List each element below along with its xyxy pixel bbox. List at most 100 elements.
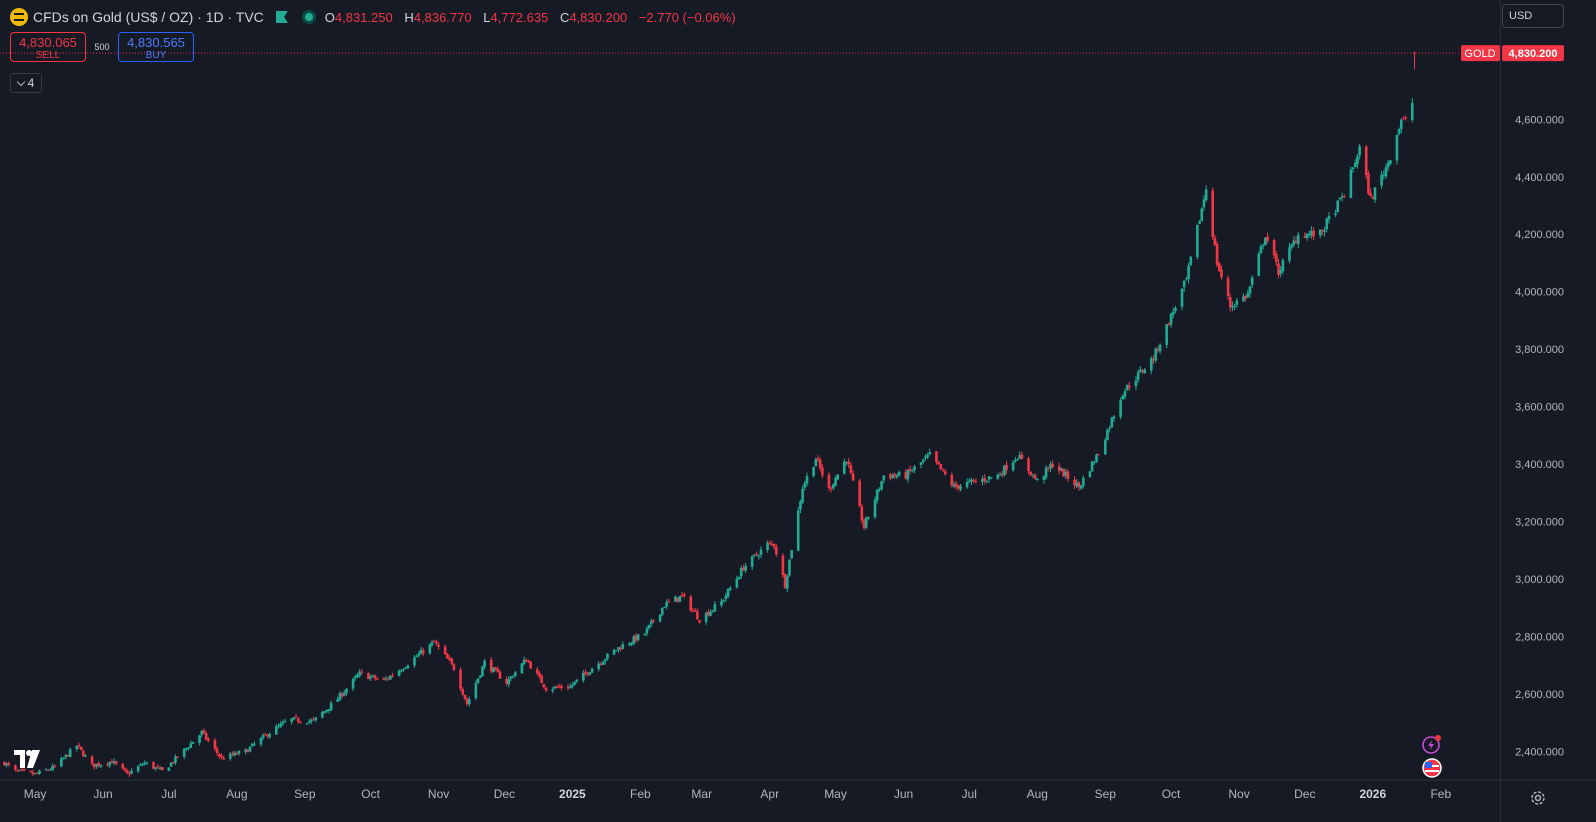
- candle-body: [1027, 458, 1030, 471]
- candle-body: [987, 476, 991, 480]
- candle-body: [1139, 369, 1142, 373]
- candle-body: [496, 668, 500, 673]
- flag-icon[interactable]: [275, 11, 288, 23]
- candle-body: [1228, 297, 1232, 308]
- candle-body: [139, 764, 142, 766]
- candle-body: [674, 596, 677, 602]
- candle-body: [68, 749, 72, 758]
- candle-body: [171, 762, 175, 764]
- y-tick-label: 4,000.000: [1515, 287, 1564, 299]
- candle-body: [1016, 459, 1019, 461]
- x-tick-label: Jul: [962, 787, 977, 801]
- candle-body: [726, 588, 730, 597]
- candle-body: [1342, 196, 1346, 198]
- candle-body: [79, 746, 83, 750]
- indicators-toggle[interactable]: 4: [10, 73, 42, 93]
- candle-body: [1336, 200, 1340, 213]
- candle-body: [617, 647, 620, 650]
- candle-body: [707, 611, 710, 616]
- candle-body: [1231, 305, 1234, 308]
- candle-body: [1338, 197, 1342, 200]
- candle-body: [294, 716, 298, 718]
- x-tick-label: Dec: [1294, 787, 1315, 801]
- candle-body: [836, 474, 840, 480]
- candle-body: [1185, 278, 1188, 280]
- candle-body: [220, 755, 223, 758]
- candle-body: [867, 516, 870, 519]
- candle-body: [84, 755, 87, 757]
- candle-body: [154, 767, 158, 769]
- candle-body: [461, 689, 465, 695]
- us-flag-event-icon[interactable]: [1421, 757, 1443, 779]
- candle-body: [46, 769, 50, 771]
- candle-body: [191, 741, 195, 744]
- candle-body: [919, 462, 923, 465]
- candle-body: [1356, 156, 1359, 165]
- candle-body: [483, 660, 486, 667]
- buy-button[interactable]: 4,830.565 BUY: [118, 32, 194, 62]
- x-tick-label: Aug: [226, 787, 247, 801]
- candle-body: [389, 675, 392, 680]
- candle-body: [575, 679, 579, 682]
- candle-body: [1266, 236, 1269, 241]
- gold-symbol-icon[interactable]: [10, 8, 28, 26]
- candle-body: [1014, 459, 1017, 462]
- candle-body: [415, 656, 418, 658]
- candle-body: [185, 748, 188, 750]
- candle-body: [766, 542, 769, 551]
- candle-body: [371, 675, 375, 677]
- y-tick-label: 3,400.000: [1515, 459, 1564, 471]
- candle-body: [1310, 230, 1313, 236]
- candle-body: [1402, 118, 1405, 120]
- candle-body: [832, 484, 835, 489]
- sell-button[interactable]: 4,830.065 SELL: [10, 32, 86, 62]
- candle-body: [645, 628, 649, 634]
- candle-body: [167, 767, 171, 771]
- candle-body: [660, 608, 664, 615]
- candle-body: [18, 769, 22, 771]
- candle-body: [551, 689, 554, 691]
- candle-body: [586, 672, 590, 675]
- candle-body: [1154, 348, 1158, 361]
- open-value: 4,831.250: [334, 9, 393, 25]
- candle-body: [555, 686, 559, 688]
- candle-body: [233, 752, 236, 756]
- candle-body: [1373, 187, 1377, 200]
- candle-body: [862, 520, 866, 529]
- candle-body: [250, 743, 254, 747]
- currency-selector[interactable]: USD: [1502, 4, 1564, 28]
- candle-body: [910, 470, 914, 472]
- candle-body: [253, 743, 256, 745]
- candle-body: [676, 597, 679, 602]
- lightning-event-icon[interactable]: [1421, 733, 1443, 755]
- candle-body: [985, 480, 989, 483]
- candle-body: [1156, 349, 1160, 351]
- market-status-icon[interactable]: [301, 10, 316, 24]
- candle-body: [1351, 167, 1355, 170]
- candle-body: [1097, 454, 1100, 456]
- candle-body: [77, 744, 81, 747]
- candle-body: [893, 474, 897, 477]
- candle-body: [643, 633, 647, 635]
- candle-body: [1220, 269, 1223, 278]
- candle-body: [783, 574, 787, 589]
- candle-body: [913, 466, 916, 471]
- candle-body: [432, 641, 436, 643]
- candle-body: [1077, 482, 1081, 488]
- candle-body: [7, 763, 11, 765]
- candle-body: [1171, 311, 1175, 315]
- candle-body: [443, 646, 447, 655]
- settings-gear-icon[interactable]: [1528, 788, 1548, 808]
- candle-body: [235, 753, 239, 755]
- candle-body: [939, 463, 943, 470]
- candle-body: [1035, 478, 1039, 480]
- symbol-title[interactable]: CFDs on Gold (US$ / OZ) · 1D · TVC: [33, 9, 264, 25]
- candle-body: [1174, 307, 1177, 311]
- candle-body: [1200, 208, 1204, 222]
- candle-body: [650, 620, 653, 625]
- candle-body: [588, 672, 592, 675]
- candle-body: [1018, 454, 1022, 459]
- x-tick-label: Nov: [428, 787, 449, 801]
- candle-body: [1033, 475, 1037, 479]
